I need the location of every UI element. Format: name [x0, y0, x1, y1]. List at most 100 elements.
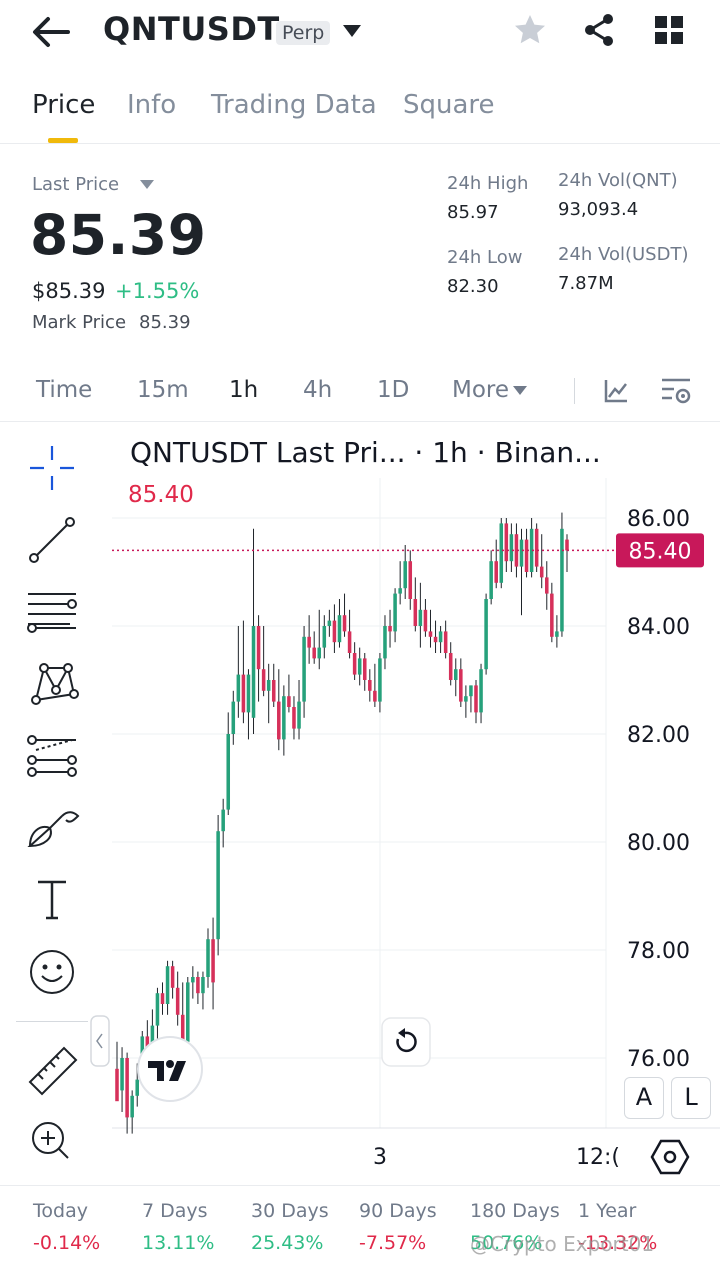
interval-1d[interactable]: 1D [377, 377, 410, 403]
perf-90d-value: -7.57% [359, 1232, 427, 1254]
usd-price: $85.39 [32, 279, 106, 303]
pattern-icon[interactable] [22, 654, 82, 714]
candle-down [408, 561, 413, 599]
parallel-channel-icon[interactable] [22, 726, 82, 786]
candle-down [196, 977, 200, 994]
perf-7d-value: 13.11% [142, 1232, 215, 1254]
candle-up [357, 658, 362, 675]
tab-trading-data[interactable]: Trading Data [211, 90, 377, 120]
last-price-tag [616, 533, 704, 568]
interval-time[interactable]: Time [36, 377, 93, 403]
back-arrow-icon[interactable] [28, 14, 72, 50]
candle-down [271, 680, 276, 702]
tab-square[interactable]: Square [403, 90, 495, 120]
last-price-label[interactable]: Last Price [32, 174, 120, 195]
candle-up [327, 620, 332, 626]
candle-up [282, 696, 286, 740]
y-tick-label: 84.00 [627, 615, 690, 640]
contract-badge: Perp [276, 21, 331, 45]
candle-up [135, 1079, 139, 1096]
more-caret-icon[interactable] [513, 386, 527, 395]
share-icon[interactable] [581, 12, 617, 48]
zoom-in-icon[interactable] [22, 1110, 82, 1170]
x-tick-label: 3 [373, 1145, 387, 1170]
candle-down [145, 1036, 150, 1053]
candle-up [418, 609, 423, 626]
candle-down [388, 626, 392, 632]
mark-price-label: Mark Price [32, 312, 127, 333]
interval-1h[interactable]: 1h [229, 377, 259, 403]
tool-divider [16, 1021, 88, 1022]
emoji-icon[interactable] [22, 942, 82, 1002]
candle-up [266, 680, 271, 691]
candle-down [256, 626, 261, 670]
candle-down [170, 966, 175, 988]
interval-15m[interactable]: 15m [137, 377, 189, 403]
candle-down [332, 620, 337, 643]
candle-down [545, 577, 549, 594]
perf-1y-label: 1 Year [578, 1200, 637, 1222]
auto-scale-button[interactable]: A [624, 1077, 664, 1119]
candle-up [509, 534, 514, 562]
tab-price[interactable]: Price [32, 90, 96, 120]
ruler-icon[interactable] [22, 1040, 82, 1100]
candle-up [130, 1095, 134, 1118]
interval-separator [574, 378, 575, 404]
candle-up [120, 1058, 124, 1091]
candle-up [302, 636, 306, 702]
chart-settings-hex-icon[interactable] [650, 1138, 690, 1176]
chart-settings-icon[interactable] [660, 376, 692, 406]
candle-down [180, 1014, 185, 1042]
candle-up [297, 701, 301, 729]
log-scale-button[interactable]: L [671, 1077, 711, 1119]
candle-up [383, 626, 387, 659]
trend-line-icon[interactable] [22, 510, 82, 570]
perf-30d-value: 25.43% [251, 1232, 324, 1254]
candle-up [165, 966, 170, 1004]
candle-down [565, 539, 569, 551]
grid-icon[interactable] [651, 12, 687, 48]
low-24h: 82.30 [447, 276, 499, 297]
reset-chart-button[interactable] [381, 1017, 431, 1067]
y-tick-label: 78.00 [627, 939, 690, 964]
caret-down-icon[interactable] [343, 25, 361, 37]
candle-down [423, 609, 428, 632]
candle-down [347, 631, 352, 653]
active-tab-indicator [48, 138, 78, 143]
perf-divider [0, 1185, 720, 1186]
candle-down [413, 599, 418, 626]
candle-up [438, 631, 443, 643]
candle-down [307, 636, 311, 648]
candle-up [464, 696, 468, 702]
candle-down [514, 534, 519, 567]
high-24h-label: 24h High [447, 173, 529, 194]
candle-down [550, 593, 554, 637]
collapse-toolbar-handle[interactable] [90, 1015, 110, 1067]
perf-30d-label: 30 Days [251, 1200, 329, 1222]
candle-up [403, 561, 407, 589]
brush-icon[interactable] [22, 798, 82, 858]
last-price-tag-label: 85.40 [629, 539, 692, 564]
vol-base: 93,093.4 [558, 199, 639, 220]
star-icon[interactable] [512, 12, 548, 48]
candle-down [312, 647, 316, 659]
price-type-caret-icon[interactable] [140, 180, 154, 189]
text-tool-icon[interactable] [22, 870, 82, 930]
vol-quote-label: 24h Vol(USDT) [558, 244, 689, 265]
symbol-title[interactable]: QNTUSDT [103, 10, 280, 48]
indicator-icon[interactable] [603, 378, 629, 404]
y-tick-label: 82.00 [627, 723, 690, 748]
low-24h-label: 24h Low [447, 247, 523, 268]
candle-up [378, 658, 382, 702]
y-tick-label: 86.00 [627, 507, 690, 532]
mark-price: 85.39 [139, 312, 191, 333]
candlestick-chart[interactable]: 86.00 84.00 82.00 80.00 78.00 76.00 3 12:(85.40 [0, 423, 720, 1183]
interval-more[interactable]: More [452, 377, 510, 403]
perf-1y-value: -13.32% [578, 1232, 658, 1254]
candle-down [292, 707, 296, 729]
interval-4h[interactable]: 4h [303, 377, 333, 403]
crosshair-icon[interactable] [22, 438, 82, 498]
tab-info[interactable]: Info [127, 90, 177, 120]
fib-lines-icon[interactable] [22, 582, 82, 642]
candle-down [534, 528, 539, 567]
